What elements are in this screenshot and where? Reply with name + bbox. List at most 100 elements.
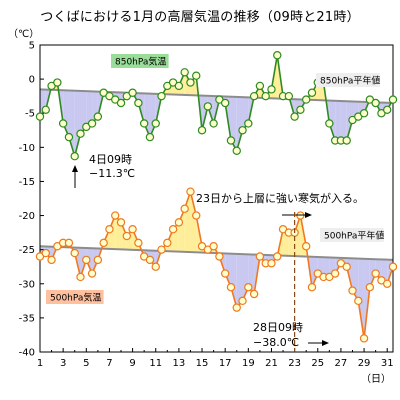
s500-point <box>255 252 265 261</box>
annotation-cold-air: 23日から上層に強い寒気が入る。 <box>196 191 364 205</box>
s850-point <box>53 78 62 87</box>
s500-point <box>76 272 85 282</box>
badge-850-normal-bg <box>316 73 380 87</box>
s850-point <box>290 112 299 121</box>
s850-point <box>359 109 369 118</box>
arrow-500-min-head <box>322 340 329 346</box>
badge-850-temp-bg <box>111 54 169 68</box>
s500-point <box>122 231 132 241</box>
plot-frame <box>39 44 394 353</box>
series-points <box>35 51 398 343</box>
s850-point <box>58 119 68 128</box>
s850-point <box>244 119 253 128</box>
s850-point <box>174 81 184 91</box>
s850-point <box>35 112 45 121</box>
s850-point <box>296 105 305 115</box>
y-tick-label: -40 <box>19 348 35 359</box>
annotation-500-min-date: 28日09時 <box>253 321 303 334</box>
below-normal-fill <box>236 253 243 308</box>
x-tick-label: 1 <box>37 358 43 369</box>
s500-point <box>307 282 317 292</box>
s500-point <box>383 279 392 288</box>
s500-point <box>192 211 201 220</box>
s500-point <box>186 187 195 196</box>
s850-point <box>388 95 398 104</box>
s850-point <box>64 132 74 142</box>
x-tick-label: 21 <box>265 358 278 369</box>
annotation-850-min-date: 4日09時 <box>89 153 132 166</box>
badge-500-normal: 500hPa平年値 <box>320 228 384 242</box>
x-tick-label: 31 <box>381 358 394 369</box>
s850-point <box>301 95 311 104</box>
s850-point <box>342 136 351 145</box>
s500-point <box>168 224 178 234</box>
badge-850-temp-text: 850hPa気温 <box>115 56 166 68</box>
s850-point <box>70 152 79 161</box>
s850-point <box>220 98 230 108</box>
y-tick-label: -20 <box>19 211 35 222</box>
s500-point <box>157 245 166 254</box>
y-unit-label: （℃） <box>8 28 39 40</box>
n500-normal-line <box>39 245 394 261</box>
s850-point <box>226 136 236 145</box>
above-normal-fill <box>109 215 116 250</box>
annotations: 850hPa気温850hPa平年値500hPa平年値500hPa気温4日09時−… <box>46 54 384 352</box>
above-normal-fill <box>190 191 197 253</box>
below-normal-fill <box>230 253 237 308</box>
s500-point <box>342 262 351 271</box>
s500-point <box>111 211 120 220</box>
s850-point <box>307 88 317 97</box>
arrow-cold-air-head <box>305 212 312 218</box>
below-normal-fill <box>225 253 231 288</box>
s850-point <box>134 98 143 108</box>
above-normal-fill <box>288 232 295 257</box>
s500-point <box>47 255 56 265</box>
x-tick-label: 23 <box>288 358 301 369</box>
x-tick-label: 13 <box>173 358 186 369</box>
s850-point <box>371 98 380 108</box>
s500-point <box>273 252 282 261</box>
badge-500-temp-text: 500hPa気温 <box>50 292 101 304</box>
s850-point <box>93 112 103 121</box>
x-tick-label: 3 <box>60 358 66 369</box>
above-normal-fill <box>294 215 301 257</box>
s500-point <box>354 296 363 306</box>
s850-point <box>267 85 276 94</box>
x-tick-label: 11 <box>149 358 162 369</box>
badge-500-temp: 500hPa気温 <box>46 290 104 304</box>
normal-lines <box>39 88 394 261</box>
s850-point <box>151 119 160 128</box>
s500-point <box>296 211 305 220</box>
badge-500-normal-bg <box>320 228 384 242</box>
s500-point <box>163 238 172 248</box>
n850-normal-line <box>39 88 394 104</box>
s850-point <box>76 129 85 138</box>
y-tick-label: 5 <box>29 41 35 52</box>
s500-point <box>105 224 114 234</box>
s850-point <box>116 98 126 108</box>
y-tick-label: -30 <box>19 279 35 290</box>
badge-850-temp: 850hPa気温 <box>111 54 169 68</box>
s500-point <box>220 269 230 278</box>
s850-point <box>261 91 270 101</box>
s850-point <box>238 126 247 135</box>
s500-point <box>371 269 380 278</box>
x-tick-label: 15 <box>196 358 209 369</box>
below-normal-fill <box>86 91 93 127</box>
annotation-850-min-value: −11.3℃ <box>89 167 135 180</box>
s850-point <box>128 88 137 97</box>
y-tick-label: -5 <box>25 109 35 120</box>
s500-point <box>209 242 218 251</box>
s500-point <box>267 259 276 268</box>
below-normal-fill <box>340 100 347 141</box>
s500-point <box>180 204 189 213</box>
below-normal-fill <box>335 100 341 141</box>
badge-500-normal-text: 500hPa平年値 <box>324 230 384 242</box>
x-unit-label: （日） <box>361 373 391 385</box>
s500-point <box>215 252 224 261</box>
s850-point <box>157 91 166 101</box>
s500-point <box>348 286 357 295</box>
s500-point <box>99 238 108 248</box>
s500-point <box>232 303 241 312</box>
